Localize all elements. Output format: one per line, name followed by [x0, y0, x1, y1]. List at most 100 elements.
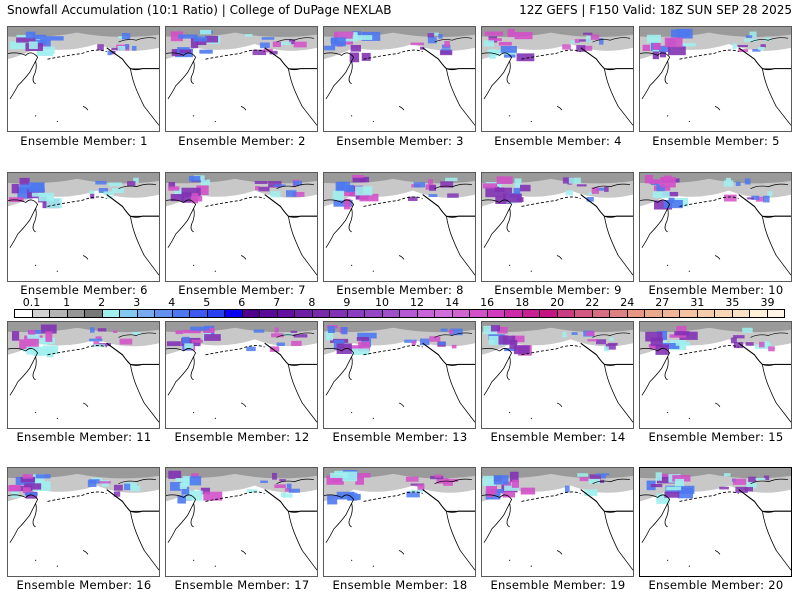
color-bar-cell — [277, 310, 295, 317]
color-bar-cell — [330, 310, 348, 317]
color-bar-cell — [592, 310, 610, 317]
ensemble-member-map[interactable] — [639, 26, 792, 132]
ensemble-member-map[interactable] — [481, 321, 634, 429]
color-bar-tick-label: 39 — [760, 296, 775, 309]
color-bar-cell — [50, 310, 68, 317]
ensemble-member-map[interactable] — [7, 467, 160, 577]
color-bar-tick-label: 24 — [620, 296, 635, 309]
color-bar-tick-label: 35 — [725, 296, 740, 309]
color-bar-tick-label: 9 — [343, 296, 351, 309]
color-bar-cell — [715, 310, 733, 317]
ensemble-member-map[interactable] — [639, 321, 792, 429]
color-bar-tick-label: 6 — [238, 296, 246, 309]
color-bar-cell — [575, 310, 593, 317]
ensemble-member-map[interactable] — [481, 467, 634, 577]
color-bar-tick-label: 31 — [690, 296, 705, 309]
ensemble-member-map[interactable] — [323, 321, 476, 429]
ensemble-member-map[interactable] — [481, 26, 634, 132]
color-bar-cell — [312, 310, 330, 317]
color-bar-cell — [85, 310, 103, 317]
color-bar-cell — [15, 310, 33, 317]
snowfall-color-bar — [14, 309, 785, 318]
color-bar-cell — [505, 310, 523, 317]
color-bar-tick-label: 3 — [133, 296, 141, 309]
ensemble-member-map[interactable] — [639, 172, 792, 282]
ensemble-member-map[interactable] — [323, 172, 476, 282]
ensemble-member-label: Ensemble Member: 10 — [648, 283, 784, 297]
color-bar-cell — [522, 310, 540, 317]
ensemble-member-map[interactable] — [7, 26, 160, 132]
color-bar-tick-label: 4 — [168, 296, 176, 309]
ensemble-member-map[interactable] — [481, 172, 634, 282]
ensemble-member-label: Ensemble Member: 1 — [20, 134, 148, 148]
ensemble-member-map[interactable] — [639, 467, 792, 577]
ensemble-member-label: Ensemble Member: 15 — [648, 430, 784, 444]
color-bar-cell — [452, 310, 470, 317]
ensemble-member-label: Ensemble Member: 3 — [336, 134, 464, 148]
ensemble-member-label: Ensemble Member: 11 — [16, 430, 152, 444]
color-bar-tick-label: 10 — [375, 296, 389, 309]
color-bar-cell — [242, 310, 260, 317]
chart-title: Snowfall Accumulation (10:1 Ratio) | Col… — [7, 3, 392, 17]
color-bar-cell — [732, 310, 750, 317]
color-bar-cell — [102, 310, 120, 317]
color-bar-cell — [645, 310, 663, 317]
color-bar-cell — [470, 310, 488, 317]
color-bar-tick-label: 0.1 — [22, 296, 41, 309]
ensemble-member-map[interactable] — [7, 172, 160, 282]
color-bar-cell — [155, 310, 173, 317]
color-bar-cell — [260, 310, 278, 317]
color-bar-cell — [557, 310, 575, 317]
color-bar-tick-label: 20 — [550, 296, 565, 309]
ensemble-member-label: Ensemble Member: 8 — [336, 283, 464, 297]
ensemble-member-label: Ensemble Member: 16 — [16, 578, 152, 592]
ensemble-member-map[interactable] — [323, 467, 476, 577]
ensemble-member-map[interactable] — [165, 467, 318, 577]
color-bar-cell — [172, 310, 190, 317]
color-bar-cell — [435, 310, 453, 317]
ensemble-member-label: Ensemble Member: 18 — [332, 578, 468, 592]
ensemble-member-map[interactable] — [7, 321, 160, 429]
ensemble-member-map[interactable] — [165, 321, 318, 429]
color-bar-tick-label: 2 — [98, 296, 106, 309]
run-valid-time: 12Z GEFS | F150 Valid: 18Z SUN SEP 28 20… — [519, 3, 792, 17]
color-bar-tick-label: 16 — [480, 296, 495, 309]
ensemble-member-label: Ensemble Member: 20 — [648, 578, 784, 592]
color-bar-cell — [190, 310, 208, 317]
color-bar-tick-label: 14 — [445, 296, 460, 309]
color-bar-cell — [347, 310, 365, 317]
ensemble-member-label: Ensemble Member: 2 — [178, 134, 306, 148]
color-bar-cell — [610, 310, 628, 317]
color-bar-tick-label: 27 — [655, 296, 670, 309]
ensemble-member-label: Ensemble Member: 7 — [178, 283, 306, 297]
color-bar-tick-label: 7 — [273, 296, 281, 309]
color-bar-cell — [540, 310, 558, 317]
ensemble-member-map[interactable] — [165, 26, 318, 132]
color-bar-tick-label: 18 — [515, 296, 530, 309]
color-bar-cell — [767, 310, 784, 317]
ensemble-member-label: Ensemble Member: 5 — [652, 134, 780, 148]
ensemble-member-label: Ensemble Member: 6 — [20, 283, 148, 297]
ensemble-member-label: Ensemble Member: 13 — [332, 430, 468, 444]
color-bar-cell — [417, 310, 435, 317]
ensemble-member-map[interactable] — [165, 172, 318, 282]
ensemble-member-map[interactable] — [323, 26, 476, 132]
color-bar-cell — [697, 310, 715, 317]
color-bar-cell — [400, 310, 418, 317]
ensemble-member-label: Ensemble Member: 12 — [174, 430, 310, 444]
color-bar-tick-label: 5 — [203, 296, 211, 309]
color-bar-cell — [207, 310, 225, 317]
color-bar-tick-label: 22 — [585, 296, 600, 309]
color-bar-cell — [295, 310, 313, 317]
ensemble-member-label: Ensemble Member: 17 — [174, 578, 310, 592]
color-bar-tick-label: 8 — [308, 296, 316, 309]
color-bar-cell — [487, 310, 505, 317]
color-bar-cell — [382, 310, 400, 317]
color-bar-cell — [680, 310, 698, 317]
color-bar-cell — [627, 310, 645, 317]
ensemble-member-label: Ensemble Member: 4 — [494, 134, 622, 148]
ensemble-member-label: Ensemble Member: 14 — [490, 430, 626, 444]
ensemble-member-label: Ensemble Member: 19 — [490, 578, 626, 592]
color-bar-cell — [120, 310, 138, 317]
color-bar-cell — [67, 310, 85, 317]
